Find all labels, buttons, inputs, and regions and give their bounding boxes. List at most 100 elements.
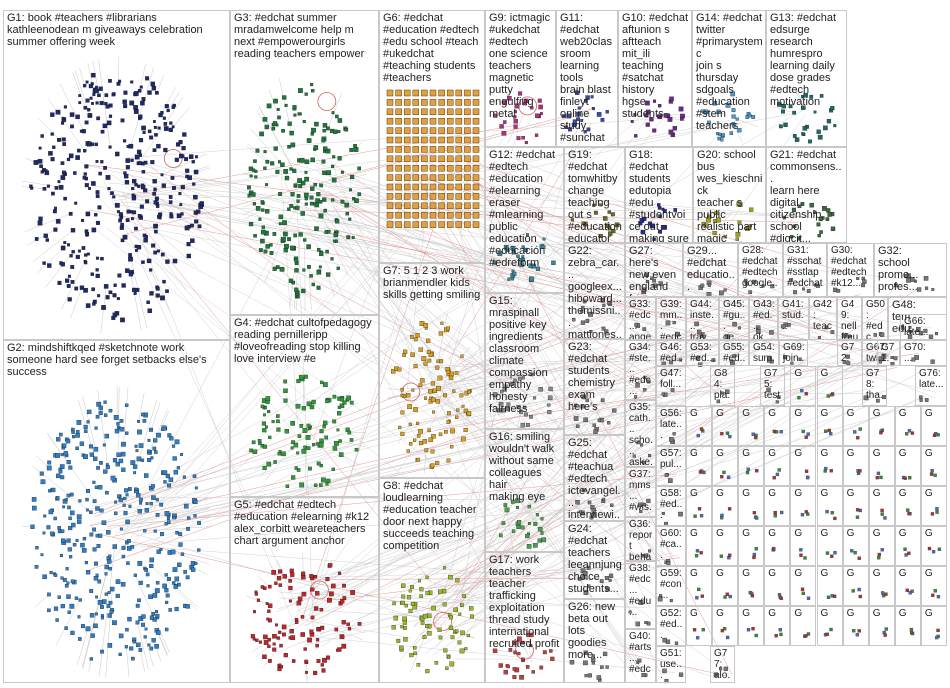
graph-node (310, 157, 315, 163)
graph-node (600, 665, 604, 669)
graph-node (464, 221, 471, 228)
graph-node (278, 192, 282, 196)
graph-node (102, 599, 107, 604)
graph-node (591, 657, 596, 663)
graph-node (397, 367, 402, 372)
graph-node (842, 360, 847, 364)
graph-node (699, 427, 704, 431)
graph-node (154, 588, 160, 594)
graph-edge (310, 578, 600, 580)
graph-node (42, 531, 46, 535)
graph-node (446, 193, 454, 200)
graph-node (778, 124, 783, 129)
graph-node (923, 276, 929, 281)
graph-node (117, 494, 121, 498)
graph-node (139, 204, 144, 209)
graph-node (66, 284, 71, 288)
graph-node (138, 161, 142, 166)
graph-node (658, 214, 662, 218)
graph-node (166, 108, 170, 113)
graph-edge (516, 411, 522, 428)
graph-edge (175, 586, 199, 608)
graph-node (148, 594, 153, 600)
graph-node (403, 136, 411, 144)
graph-node (833, 516, 837, 521)
graph-edge (256, 110, 267, 128)
group-label-minor: G (846, 488, 855, 499)
graph-node (112, 544, 118, 549)
graph-node (63, 451, 68, 456)
graph-node (337, 571, 342, 575)
graph-node (314, 121, 319, 127)
group-box-g58: G58: #ed... (656, 486, 686, 526)
graph-node (143, 188, 148, 193)
group-box-g78: G78: tha... (862, 366, 887, 406)
graph-node (395, 221, 402, 228)
graph-edge (140, 217, 198, 269)
graph-node (731, 123, 736, 128)
graph-node (775, 472, 780, 477)
graph-node (72, 435, 76, 439)
graph-node (139, 85, 143, 89)
graph-node (106, 120, 112, 126)
node-layer (29, 72, 942, 684)
group-label-minor: G (820, 408, 829, 419)
graph-node (263, 166, 267, 170)
graph-edge (406, 336, 926, 588)
group-label-minor: G (742, 408, 750, 419)
group-label: G72: pap... (841, 342, 858, 365)
graph-node (332, 394, 337, 399)
group-box-g75: G75: test... (760, 366, 785, 406)
graph-node (460, 630, 465, 636)
graph-node (781, 103, 786, 109)
graph-node (287, 207, 291, 211)
graph-node (265, 400, 270, 405)
graph-node (467, 389, 471, 394)
graph-node (127, 616, 132, 622)
graph-edge (122, 188, 307, 537)
graph-node (74, 596, 79, 600)
graph-node (115, 593, 120, 598)
graph-edge (326, 231, 349, 276)
graph-node (346, 235, 351, 240)
graph-node (294, 258, 299, 263)
graph-node (454, 371, 459, 375)
graph-edge (426, 580, 719, 679)
graph-node (331, 198, 335, 202)
graph-edge (412, 554, 679, 599)
graph-node (455, 578, 460, 583)
graph-edge (448, 156, 861, 277)
graph-node (518, 376, 522, 381)
graph-node (133, 471, 137, 475)
graph-node (850, 549, 854, 553)
graph-node (438, 635, 443, 640)
graph-node (472, 221, 480, 228)
graph-node (429, 146, 437, 153)
graph-node (645, 279, 650, 284)
graph-node (761, 284, 765, 288)
graph-node (95, 194, 100, 199)
graph-node (302, 428, 308, 433)
graph-node (121, 283, 126, 288)
graph-node (57, 595, 61, 599)
graph-node (302, 120, 306, 124)
graph-node (125, 158, 131, 163)
graph-node (575, 90, 580, 95)
graph-edge (301, 227, 533, 398)
graph-node (263, 640, 269, 645)
graph-node (429, 99, 437, 106)
graph-node (779, 596, 783, 601)
group-label: G54: sum... (753, 342, 775, 365)
graph-edge (92, 315, 604, 515)
graph-node (438, 183, 445, 191)
graph-node (501, 521, 506, 525)
graph-node (806, 632, 811, 636)
graph-node (294, 268, 299, 273)
graph-node (464, 211, 471, 219)
graph-node (815, 283, 820, 288)
graph-node (587, 673, 592, 678)
graph-node (173, 470, 179, 475)
graph-node (464, 146, 471, 153)
graph-node (448, 574, 453, 580)
graph-node (322, 197, 327, 202)
